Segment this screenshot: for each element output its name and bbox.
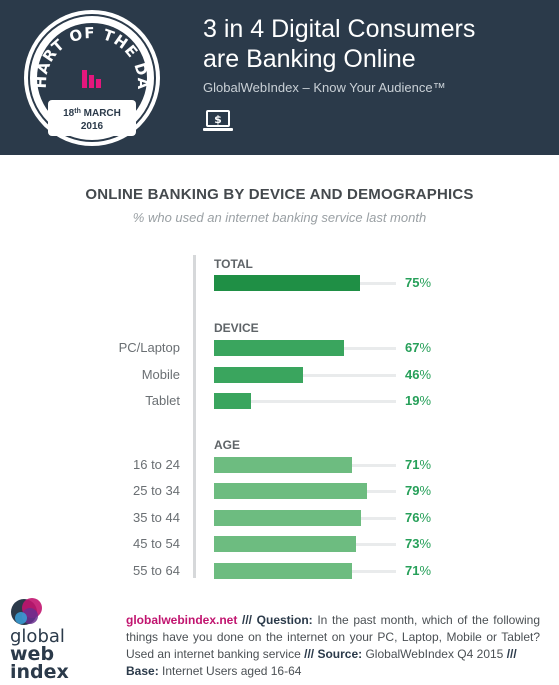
bar-pc-laptop (214, 340, 344, 356)
source-text: GlobalWebIndex Q4 2015 (362, 647, 504, 661)
bar-tablet (214, 393, 251, 409)
section-label-device: DEVICE (214, 321, 259, 335)
bar-total (214, 275, 360, 291)
value-label-25-to-34: 79% (405, 483, 432, 498)
bar-55-to-64 (214, 563, 352, 579)
footer-url[interactable]: globalwebindex.net (126, 613, 238, 627)
title-line-1: 3 in 4 Digital Consumers (203, 15, 476, 43)
section-label-age: AGE (214, 438, 241, 452)
question-label: Question: (256, 613, 313, 627)
value-label-45-to-54: 73% (405, 536, 432, 551)
value-label-35-to-44: 76% (405, 510, 432, 525)
header-banner: CHART OF THE DAY 18th MARCH 2016 3 in 4 … (0, 0, 559, 155)
category-label-mobile: Mobile (141, 367, 180, 382)
badge-year: 2016 (81, 121, 104, 132)
bar-25-to-34 (214, 483, 367, 499)
category-label-tablet: Tablet (145, 393, 180, 408)
source-label: Source: (317, 647, 363, 661)
chart-of-the-day-badge: CHART OF THE DAY 18th MARCH 2016 (22, 8, 160, 146)
value-label-55-to-64: 71% (405, 563, 432, 578)
footer-notes: globalwebindex.net /// Question: In the … (126, 613, 541, 678)
chart-title: ONLINE BANKING BY DEVICE AND DEMOGRAPHIC… (85, 186, 474, 203)
section-label-total: TOTAL (214, 257, 253, 271)
brand-tagline: GlobalWebIndex – Know Your Audience™ (203, 80, 446, 95)
title-line-2: are Banking Online (203, 45, 416, 73)
globalwebindex-logo: global web index (10, 598, 69, 681)
bar-chart-icon (82, 70, 101, 88)
value-label-16-to-24: 71% (405, 457, 432, 472)
value-label-tablet: 19% (405, 393, 432, 408)
chart-axis-line (193, 255, 196, 578)
bar-45-to-54 (214, 536, 356, 552)
value-label-mobile: 46% (405, 367, 432, 382)
category-label-25-to-34: 25 to 34 (133, 483, 180, 498)
laptop-dollar-icon: $ (203, 110, 233, 131)
category-label-45-to-54: 45 to 54 (133, 536, 180, 551)
category-label-35-to-44: 35 to 44 (133, 510, 180, 525)
svg-text:$: $ (214, 113, 222, 126)
category-label-55-to-64: 55 to 64 (133, 563, 180, 578)
bar-track-mobile (214, 374, 396, 377)
logo-text-web: web (10, 643, 54, 665)
category-label-pc-laptop: PC/Laptop (118, 340, 180, 355)
chart-subtitle: % who used an internet banking service l… (132, 210, 427, 225)
bar-mobile (214, 367, 303, 383)
page-title: 3 in 4 Digital Consumers are Banking Onl… (203, 14, 543, 74)
question-text: In the past month, which of the followin… (126, 613, 541, 661)
value-label-total: 75% (405, 275, 432, 290)
badge-date: 18th MARCH (63, 108, 121, 119)
bar-35-to-44 (214, 510, 361, 526)
logo-text-index: index (10, 661, 69, 681)
bar-16-to-24 (214, 457, 352, 473)
value-label-pc-laptop: 67% (405, 340, 432, 355)
logo-text-global: global (10, 626, 65, 647)
category-label-16-to-24: 16 to 24 (133, 457, 180, 472)
base-text: Internet Users aged 16-64 (158, 664, 302, 678)
base-label: Base: (126, 664, 159, 678)
bar-track-tablet (214, 400, 396, 403)
